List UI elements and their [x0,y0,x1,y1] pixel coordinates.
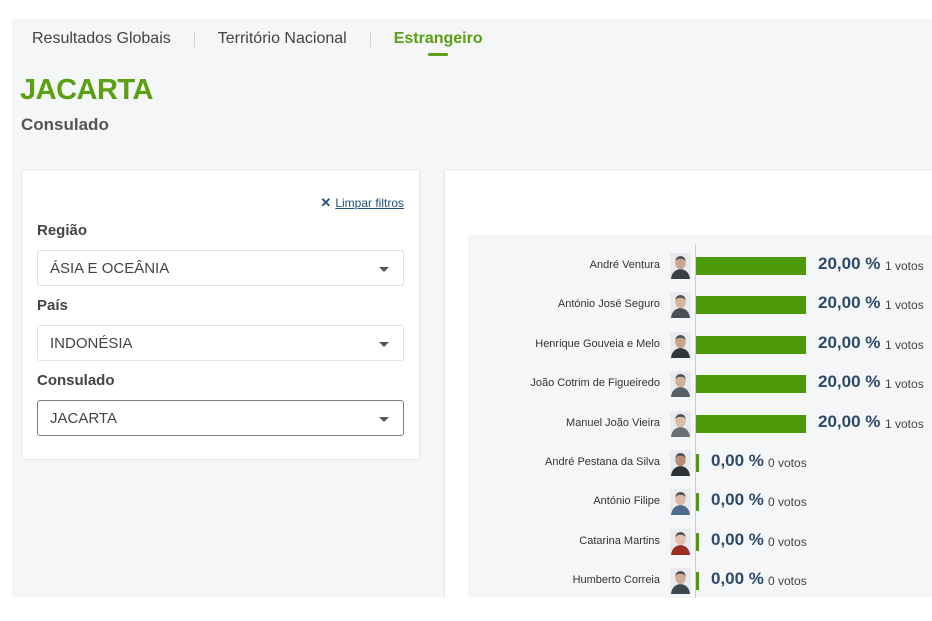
candidate-photo [670,489,691,515]
tab-national-territory[interactable]: Território Nacional [217,30,347,47]
vote-count: 1 votos [885,259,924,273]
vote-share-bar [696,257,806,275]
consulate-select[interactable]: JACARTA [37,400,404,436]
candidate-photo [670,371,691,397]
chart-axis-line [695,244,696,598]
vote-percentage: 20,00 % [818,372,881,391]
clear-filters-label: Limpar filtros [335,196,404,210]
vote-count: 0 votos [768,574,807,588]
candidate-name: Henrique Gouveia e Melo [535,338,660,350]
filters-panel: ✕ Limpar filtros Região ÁSIA E OCEÂNIA P… [21,169,420,460]
vote-count: 1 votos [885,417,924,431]
chevron-down-icon [379,267,389,272]
candidate-photo [670,292,691,318]
candidate-row: André Ventura 20,00 % 1 votos [468,253,932,279]
vote-share-bar [696,454,699,472]
consulate-value: JACARTA [50,409,117,427]
chevron-down-icon [379,417,389,422]
candidate-name: António José Seguro [557,298,660,310]
candidate-row: Manuel João Vieira 20,00 % 1 votos [468,411,932,437]
tab-divider [369,31,371,47]
candidate-photo [670,253,691,279]
vote-percentage: 0,00 % [711,490,764,509]
vote-share-bar [696,572,699,590]
vote-share-bar [696,375,806,393]
close-icon: ✕ [320,195,332,210]
candidate-row: António José Seguro 20,00 % 1 votos [468,292,932,318]
results-bar-chart: André Ventura 20,00 % 1 votos António José … [468,234,932,598]
vote-share-bar [696,493,699,511]
results-tabs: Resultados Globais Território Nacional E… [32,18,483,60]
candidate-photo [670,450,691,476]
vote-percentage: 20,00 % [818,293,881,312]
candidate-name: Humberto Correia [572,574,660,586]
candidate-photo [670,529,691,555]
candidate-row: Humberto Correia 0,00 % 0 votos [468,568,932,594]
candidate-row: João Cotrim de Figueiredo 20,00 % 1 votos [468,371,932,397]
vote-percentage: 0,00 % [711,530,764,549]
results-panel: André Ventura 20,00 % 1 votos António José … [444,169,932,598]
vote-share-bar [696,336,806,354]
consulate-label: Consulado [37,372,115,389]
candidate-photo [670,568,691,594]
vote-percentage: 0,00 % [711,451,764,470]
vote-count: 0 votos [768,456,807,470]
candidate-name: Catarina Martins [579,535,660,547]
vote-count: 0 votos [768,535,807,549]
country-value: INDONÉSIA [50,334,133,352]
region-value: ÁSIA E OCEÂNIA [50,259,170,277]
candidate-photo [670,411,691,437]
vote-share-bar [696,296,806,314]
vote-count: 0 votos [768,495,807,509]
vote-percentage: 20,00 % [818,254,881,273]
vote-count: 1 votos [885,338,924,352]
candidate-name: André Ventura [589,259,660,271]
tab-divider [193,31,195,47]
candidate-name: João Cotrim de Figueiredo [530,377,660,389]
vote-count: 1 votos [885,298,924,312]
candidate-row: Catarina Martins 0,00 % 0 votos [468,529,932,555]
candidate-name: Manuel João Vieira [566,417,660,429]
candidate-name: André Pestana da Silva [545,456,660,468]
vote-count: 1 votos [885,377,924,391]
region-select[interactable]: ÁSIA E OCEÂNIA [37,250,404,286]
vote-share-bar [696,415,806,433]
country-select[interactable]: INDONÉSIA [37,325,404,361]
vote-percentage: 20,00 % [818,333,881,352]
clear-filters-link[interactable]: ✕ Limpar filtros [320,195,404,211]
vote-percentage: 20,00 % [818,412,881,431]
chevron-down-icon [379,342,389,347]
tab-abroad[interactable]: Estrangeiro [394,18,483,60]
region-label: Região [37,222,88,239]
tab-global-results[interactable]: Resultados Globais [32,30,171,47]
page-subtitle: Consulado [21,115,109,134]
candidate-row: António Filipe 0,00 % 0 votos [468,489,932,515]
app-root: Resultados Globais Território Nacional E… [12,18,932,598]
country-label: País [37,297,68,314]
candidate-row: Henrique Gouveia e Melo 20,00 % 1 votos [468,332,932,358]
vote-share-bar [696,533,699,551]
candidate-name: António Filipe [593,495,660,507]
candidate-photo [670,332,691,358]
candidate-row: André Pestana da Silva 0,00 % 0 votos [468,450,932,476]
vote-percentage: 0,00 % [711,569,764,588]
page-title: JACARTA [20,74,153,106]
